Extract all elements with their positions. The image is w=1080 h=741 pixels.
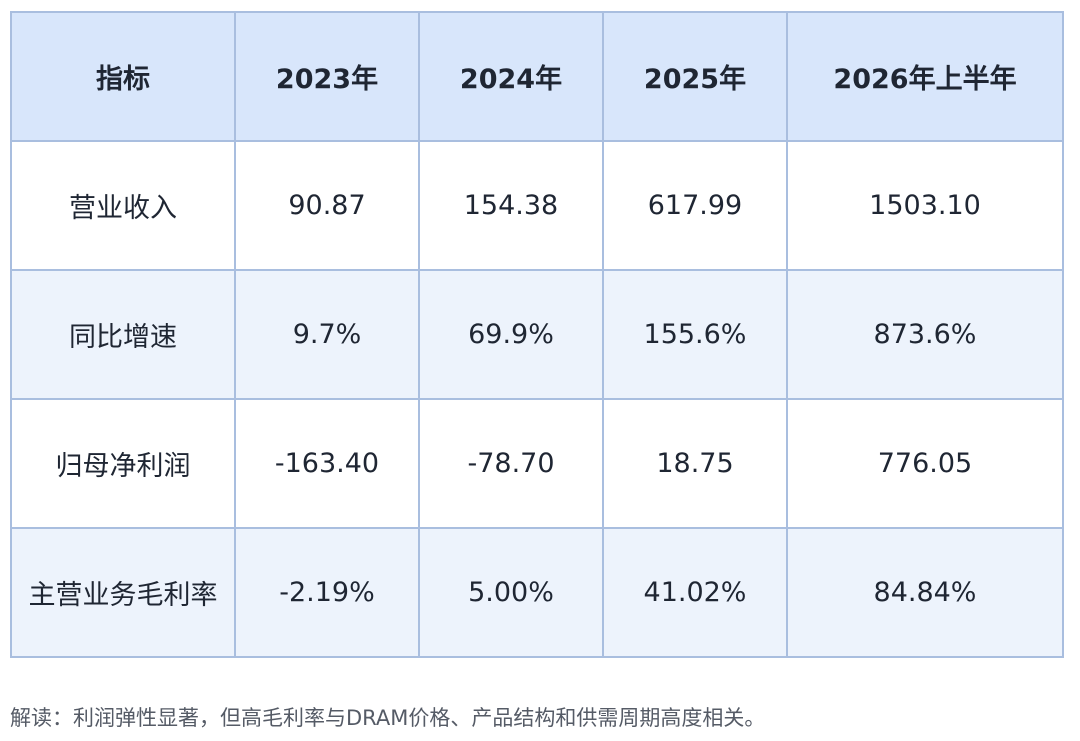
header-cell-2026h1: 2026年上半年 — [786, 11, 1064, 142]
table-row-net-profit: 归母净利润 -163.40 -78.70 18.75 776.05 — [10, 398, 1064, 529]
table-cell: 776.05 — [786, 398, 1064, 529]
row-label: 同比增速 — [10, 269, 236, 400]
table-cell: 617.99 — [602, 140, 788, 271]
table-cell: 873.6% — [786, 269, 1064, 400]
table-cell: -163.40 — [234, 398, 420, 529]
table-cell: 18.75 — [602, 398, 788, 529]
table-cell: 41.02% — [602, 527, 788, 658]
header-cell-2024: 2024年 — [418, 11, 604, 142]
table-cell: 9.7% — [234, 269, 420, 400]
table-row-growth: 同比增速 9.7% 69.9% 155.6% 873.6% — [10, 269, 1064, 400]
header-cell-2025: 2025年 — [602, 11, 788, 142]
table-cell: 155.6% — [602, 269, 788, 400]
table-cell: -78.70 — [418, 398, 604, 529]
interpretation-note: 解读：利润弹性显著，但高毛利率与DRAM价格、产品结构和供需周期高度相关。 — [10, 706, 766, 730]
row-label: 归母净利润 — [10, 398, 236, 529]
table-header-row: 指标 2023年 2024年 2025年 2026年上半年 — [10, 11, 1064, 142]
row-label: 主营业务毛利率 — [10, 527, 236, 658]
table-row-gross-margin: 主营业务毛利率 -2.19% 5.00% 41.02% 84.84% — [10, 527, 1064, 658]
financial-table: 指标 2023年 2024年 2025年 2026年上半年 营业收入 90.87… — [10, 11, 1064, 658]
header-cell-metric: 指标 — [10, 11, 236, 142]
financial-table-container: 指标 2023年 2024年 2025年 2026年上半年 营业收入 90.87… — [10, 11, 1064, 658]
table-cell: 5.00% — [418, 527, 604, 658]
table-cell: 90.87 — [234, 140, 420, 271]
table-cell: 154.38 — [418, 140, 604, 271]
table-cell: 84.84% — [786, 527, 1064, 658]
table-cell: 1503.10 — [786, 140, 1064, 271]
row-label: 营业收入 — [10, 140, 236, 271]
table-cell: 69.9% — [418, 269, 604, 400]
header-cell-2023: 2023年 — [234, 11, 420, 142]
table-cell: -2.19% — [234, 527, 420, 658]
table-row-revenue: 营业收入 90.87 154.38 617.99 1503.10 — [10, 140, 1064, 271]
